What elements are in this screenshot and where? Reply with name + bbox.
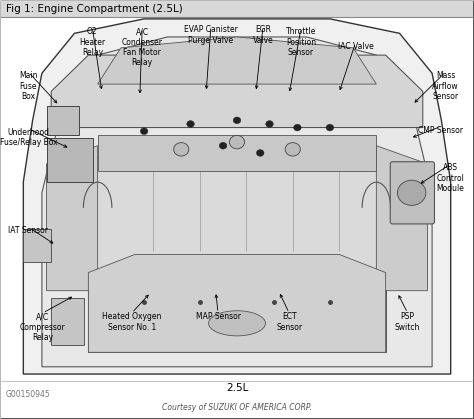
Polygon shape <box>51 55 423 128</box>
Text: PSP
Switch: PSP Switch <box>395 312 420 331</box>
FancyBboxPatch shape <box>390 162 435 224</box>
Circle shape <box>229 135 245 149</box>
Text: A/C
Compressor
Relay: A/C Compressor Relay <box>20 312 65 342</box>
Circle shape <box>266 121 273 127</box>
Text: Mass
Airflow
Sensor: Mass Airflow Sensor <box>432 71 459 101</box>
Text: 2.5L: 2.5L <box>226 383 248 393</box>
Polygon shape <box>98 37 376 84</box>
Polygon shape <box>88 254 386 352</box>
Circle shape <box>293 124 301 131</box>
Polygon shape <box>98 135 376 171</box>
FancyBboxPatch shape <box>1 1 473 17</box>
Text: CMP Sensor: CMP Sensor <box>419 126 463 134</box>
Circle shape <box>219 142 227 149</box>
Circle shape <box>187 121 194 127</box>
Text: O2
Heater
Relay: O2 Heater Relay <box>79 27 106 57</box>
Circle shape <box>173 142 189 156</box>
Circle shape <box>140 128 148 134</box>
Text: Courtesy of SUZUKI OF AMERICA CORP.: Courtesy of SUZUKI OF AMERICA CORP. <box>162 403 312 412</box>
Ellipse shape <box>209 311 265 336</box>
Text: Fig 1: Engine Compartment (2.5L): Fig 1: Engine Compartment (2.5L) <box>6 4 182 14</box>
Polygon shape <box>46 138 93 182</box>
Polygon shape <box>51 298 84 345</box>
Text: A/C
Condenser
Fan Motor
Relay: A/C Condenser Fan Motor Relay <box>122 27 163 67</box>
Text: EVAP Canister
Purge Valve: EVAP Canister Purge Valve <box>184 25 238 44</box>
Circle shape <box>256 150 264 156</box>
Circle shape <box>326 124 334 131</box>
Text: MAP Sensor: MAP Sensor <box>196 312 240 321</box>
Polygon shape <box>88 157 386 352</box>
Circle shape <box>233 117 241 124</box>
Circle shape <box>397 180 426 205</box>
Text: Underhood
Fuse/Relay Box: Underhood Fuse/Relay Box <box>0 128 57 147</box>
Polygon shape <box>46 146 98 291</box>
FancyBboxPatch shape <box>1 17 473 418</box>
Text: IAT Sensor: IAT Sensor <box>9 226 48 235</box>
Text: G00150945: G00150945 <box>6 390 50 399</box>
Text: EGR
Valve: EGR Valve <box>253 25 273 44</box>
Text: Heated Oxygen
Sensor No. 1: Heated Oxygen Sensor No. 1 <box>102 312 162 331</box>
Polygon shape <box>376 146 428 291</box>
Text: ECT
Sensor: ECT Sensor <box>276 312 302 331</box>
Polygon shape <box>46 106 79 135</box>
Circle shape <box>285 142 301 156</box>
Text: Main
Fuse
Box: Main Fuse Box <box>19 71 38 101</box>
Text: ABS
Control
Module: ABS Control Module <box>437 163 464 193</box>
Text: Throttle
Position
Sensor: Throttle Position Sensor <box>286 27 316 57</box>
Polygon shape <box>23 19 451 374</box>
Polygon shape <box>23 229 51 262</box>
Text: IAC Valve: IAC Valve <box>337 42 374 51</box>
Polygon shape <box>42 37 432 367</box>
